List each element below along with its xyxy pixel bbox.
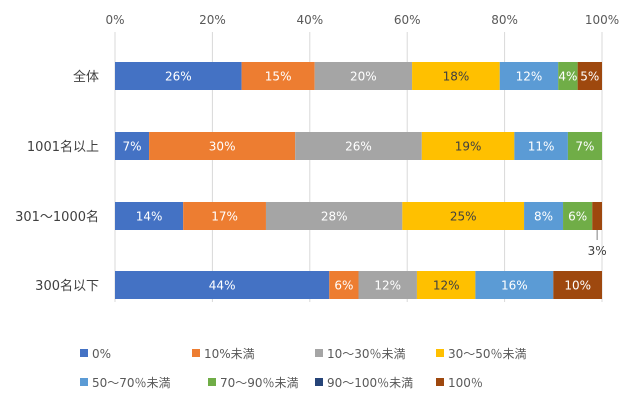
x-tick-label: 100% <box>585 13 619 27</box>
data-label: 10% <box>564 279 591 293</box>
bar-segment <box>563 202 593 230</box>
bar-segment <box>567 132 602 160</box>
x-tick-label: 0% <box>105 13 124 27</box>
legend-label: 10～30％未満 <box>327 347 406 361</box>
bar-segment <box>402 202 525 230</box>
bar-segment <box>149 132 296 160</box>
callout-label: 3% <box>588 244 607 258</box>
legend-item: 10%未満 <box>192 347 255 361</box>
data-label: 30% <box>209 140 236 154</box>
data-label: 12% <box>374 279 401 293</box>
bar-segment <box>329 271 359 299</box>
data-label: 12% <box>516 70 543 84</box>
data-label: 26% <box>345 140 372 154</box>
bar-segment <box>524 202 564 230</box>
data-label: 28% <box>321 210 348 224</box>
category-label: 301～1000名 <box>15 209 99 225</box>
bar-segment <box>183 202 266 230</box>
bar-segment <box>314 62 413 90</box>
x-tick-label: 40% <box>296 13 323 27</box>
category-label: 300名以下 <box>35 278 99 294</box>
legend-label: 70～90％未満 <box>220 376 299 390</box>
legend-item: 0% <box>80 347 111 361</box>
bar-segment <box>514 132 568 160</box>
data-label: 6% <box>568 210 587 224</box>
data-label: 7% <box>575 140 594 154</box>
bar-segment <box>421 132 515 160</box>
legend-label: 10%未満 <box>204 347 255 361</box>
legend-swatch <box>436 349 444 357</box>
bar-segment <box>412 62 500 90</box>
legend-item: 50～70％未満 <box>80 376 171 390</box>
data-label: 15% <box>265 70 292 84</box>
data-label: 44% <box>209 279 236 293</box>
legend: 0% 10%未満 10～30％未満 30～50％未満 50～70％未満 70～90％未満 9… <box>80 347 527 390</box>
data-label: 8% <box>534 210 553 224</box>
bar-segment <box>358 271 417 299</box>
legend-swatch <box>192 349 200 357</box>
x-axis-ticks: 0% 20% 40% 60% 80% 100% <box>105 13 619 27</box>
bar-segment <box>577 62 602 90</box>
bar-segment <box>241 62 315 90</box>
data-label: 26% <box>165 70 192 84</box>
bar-segment <box>553 271 602 299</box>
legend-swatch <box>315 349 323 357</box>
legend-swatch <box>80 378 88 386</box>
data-label: 16% <box>501 279 528 293</box>
data-label: 7% <box>123 140 142 154</box>
bar-segment <box>115 62 242 90</box>
bar-segment <box>115 271 330 299</box>
data-label: 11% <box>528 140 555 154</box>
data-label: 17% <box>211 210 238 224</box>
bar-segment <box>499 62 559 90</box>
bar-segment <box>115 132 150 160</box>
legend-swatch <box>208 378 216 386</box>
bar-segment <box>592 202 602 230</box>
data-label: 14% <box>136 210 163 224</box>
legend-label: 100％ <box>448 376 483 390</box>
data-label: 20% <box>350 70 377 84</box>
bar-segment <box>295 132 422 160</box>
legend-label: 30～50％未満 <box>448 347 527 361</box>
legend-item: 100％ <box>436 376 483 390</box>
data-label: 5% <box>580 70 599 84</box>
x-tick-label: 20% <box>199 13 226 27</box>
legend-label: 50～70％未満 <box>92 376 171 390</box>
legend-item: 30～50％未満 <box>436 347 527 361</box>
data-label: 25% <box>450 210 477 224</box>
data-label: 18% <box>443 70 470 84</box>
bar-segment <box>115 202 184 230</box>
x-tick-label: 80% <box>491 13 518 27</box>
data-label: 12% <box>433 279 460 293</box>
x-tick-label: 60% <box>394 13 421 27</box>
bar-segment <box>265 202 403 230</box>
category-labels: 全体 1001名以上 301～1000名 300名以下 <box>15 69 99 294</box>
data-label: 19% <box>455 140 482 154</box>
category-label: 全体 <box>73 69 99 85</box>
bar-segment <box>475 271 554 299</box>
bar-segment <box>558 62 578 90</box>
legend-swatch <box>436 378 444 386</box>
legend-item: 70～90％未満 <box>208 376 299 390</box>
category-label: 1001名以上 <box>27 139 99 155</box>
data-label: 4% <box>558 70 577 84</box>
bars: 26% 15% 20% 18% 12% 4% 5% 7% 30% 26% 19% 11% 7% 14% 17… <box>115 62 607 299</box>
legend-label: 90～100％未満 <box>327 376 413 390</box>
legend-swatch <box>80 349 88 357</box>
data-label: 6% <box>334 279 353 293</box>
legend-item: 10～30％未満 <box>315 347 406 361</box>
bar-segment <box>416 271 476 299</box>
legend-label: 0% <box>92 347 111 361</box>
legend-swatch <box>315 378 323 386</box>
legend-item: 90～100％未満 <box>315 376 413 390</box>
